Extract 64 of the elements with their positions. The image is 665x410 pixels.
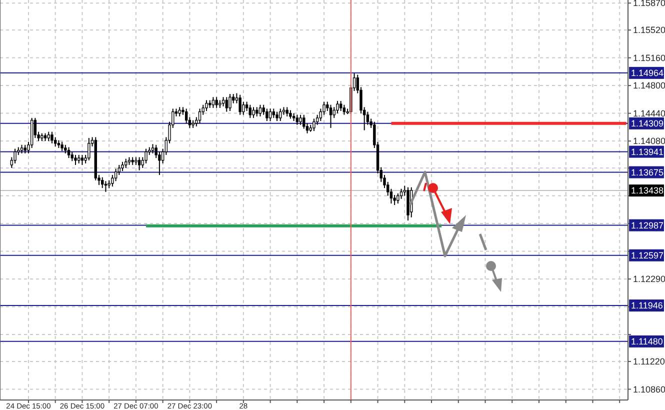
candlestick — [101, 176, 104, 189]
y-tick-label: 1.12290 — [633, 274, 665, 284]
candlestick — [256, 106, 258, 117]
candlestick — [339, 100, 342, 112]
candlestick — [302, 114, 306, 130]
y-tick-label: 1.11220 — [633, 356, 665, 367]
candlestick — [400, 188, 403, 200]
ref-line-label: 1.13438 — [631, 186, 664, 196]
candlestick — [296, 114, 299, 126]
candlestick — [232, 94, 235, 104]
candlestick — [222, 96, 225, 107]
candlestick — [47, 131, 50, 142]
candlestick — [312, 118, 316, 132]
candlestick — [124, 158, 128, 169]
candlestick — [299, 114, 302, 126]
candlestick — [286, 106, 288, 117]
ref-line-label: 1.11480 — [631, 336, 663, 347]
y-tick-label: 1.15160 — [633, 52, 665, 63]
y-tick-label: 1.14800 — [633, 80, 665, 91]
candlestick — [225, 96, 228, 112]
candlestick — [50, 131, 54, 144]
candlestick — [279, 108, 282, 122]
candlestick — [138, 156, 141, 171]
candlestick — [329, 104, 332, 128]
y-tick-label: 1.15870 — [633, 0, 665, 8]
ref-line-label: 1.13941 — [631, 146, 664, 157]
candlestick — [74, 154, 77, 166]
candlestick — [258, 104, 262, 117]
candlestick — [151, 144, 154, 154]
candlestick — [205, 100, 208, 112]
candlestick — [215, 96, 218, 108]
y-tick-label: 1.15520 — [633, 25, 665, 36]
ref-line-label: 1.14964 — [631, 68, 664, 78]
candlestick — [88, 137, 90, 161]
candlestick — [248, 104, 252, 118]
candlestick — [144, 148, 148, 164]
y-tick-label: 1.10860 — [633, 384, 665, 394]
candlestick — [198, 108, 202, 124]
candlestick — [80, 154, 84, 166]
candlestick — [184, 108, 188, 124]
candlestick — [268, 108, 272, 122]
candlestick — [70, 151, 74, 162]
ref-line-label: 1.12987 — [631, 220, 664, 230]
ref-line-label: 1.13675 — [631, 167, 664, 178]
candlestick — [121, 161, 124, 172]
candlestick — [396, 192, 400, 204]
candlestick — [252, 106, 255, 118]
candlestick — [67, 146, 70, 158]
candlestick — [60, 141, 64, 152]
ref-line-label: 1.11946 — [631, 300, 663, 311]
ref-line-label: 1.14309 — [631, 118, 664, 129]
candlestick — [336, 100, 339, 114]
candlestick — [228, 94, 232, 112]
candlestick — [272, 108, 276, 118]
candlestick — [276, 111, 278, 122]
y-tick-label: 1.14440 — [633, 108, 665, 118]
candlestick — [266, 108, 268, 122]
ref-line-label: 1.12597 — [631, 250, 664, 260]
y-tick-label: 1.14080 — [633, 136, 665, 146]
candlestick — [14, 148, 16, 164]
candlestick — [238, 94, 242, 116]
candlestick — [342, 104, 346, 116]
candlestick — [178, 106, 181, 117]
candlestick — [242, 101, 245, 116]
